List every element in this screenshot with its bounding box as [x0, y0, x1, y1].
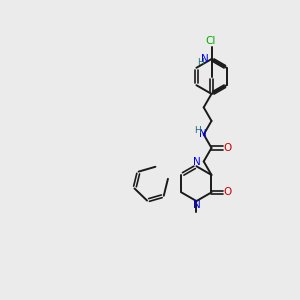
Text: N: N [199, 129, 207, 140]
Text: O: O [224, 143, 232, 153]
Text: H: H [197, 58, 203, 67]
Text: O: O [224, 188, 232, 197]
Text: N: N [193, 200, 200, 210]
Text: Cl: Cl [205, 36, 215, 46]
Text: N: N [201, 53, 209, 64]
Text: H: H [194, 126, 201, 135]
Text: N: N [193, 158, 200, 167]
